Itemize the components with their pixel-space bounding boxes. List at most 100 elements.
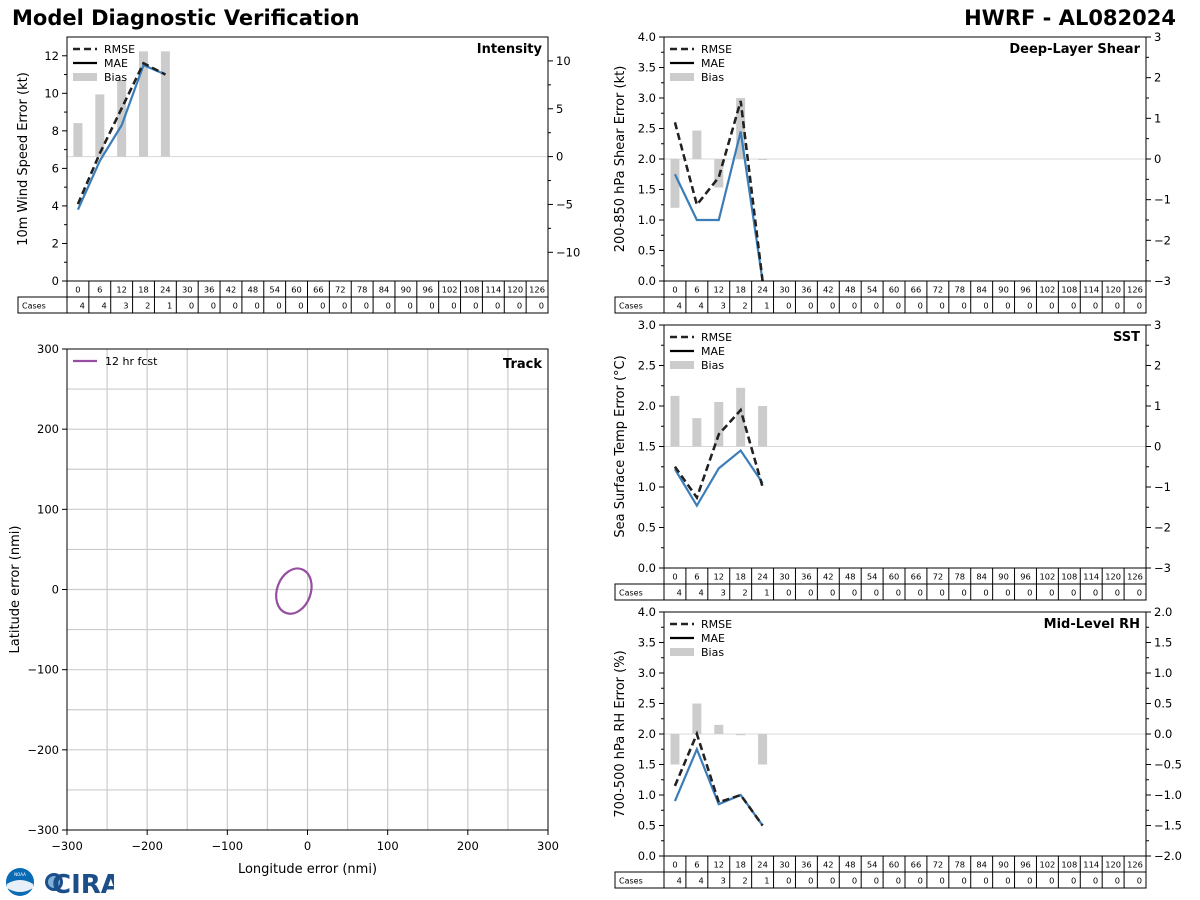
- lead-hour-label: 108: [464, 285, 480, 295]
- lead-hour-label: 120: [1105, 572, 1121, 582]
- legend-rmse-label: RMSE: [701, 331, 732, 344]
- bias-bar: [736, 387, 746, 447]
- lead-hour-label: 18: [735, 860, 746, 870]
- y-tick-label: 2.0: [638, 399, 656, 413]
- panel-title: Deep-Layer Shear: [1009, 42, 1140, 57]
- y2-tick-label: 1.0: [1154, 666, 1172, 680]
- case-count: 0: [874, 876, 879, 886]
- lead-hour-label: 18: [735, 285, 746, 295]
- lead-time-table: Cases04641231822413003604204805406006607…: [614, 280, 1147, 314]
- y2-tick-label: −0.5: [1154, 758, 1182, 772]
- lead-hour-label: 48: [845, 572, 856, 582]
- lead-hour-label: 90: [998, 860, 1009, 870]
- case-count: 0: [1137, 301, 1142, 311]
- cases-label: Cases: [22, 302, 46, 311]
- lead-hour-label: 6: [694, 572, 699, 582]
- lead-hour-label: 54: [867, 572, 878, 582]
- case-count: 1: [764, 876, 769, 886]
- case-count: 0: [1093, 588, 1098, 598]
- rmse-line-top: [673, 100, 764, 282]
- x-tick-label: 100: [377, 839, 399, 853]
- y-tick-label: 0: [52, 274, 59, 288]
- x-tick-label: 0: [304, 839, 311, 853]
- lead-hour-label: 54: [867, 285, 878, 295]
- legend-bias-label: Bias: [701, 71, 724, 84]
- lead-hour-label: 12: [116, 285, 127, 295]
- y2-tick-label: −1: [1154, 480, 1171, 494]
- lead-hour-label: 60: [889, 285, 900, 295]
- rmse-line-top: [673, 730, 764, 827]
- case-count: 0: [1137, 876, 1142, 886]
- case-count: 0: [830, 588, 835, 598]
- y2-tick-label: 1: [1154, 399, 1161, 413]
- case-count: 0: [429, 301, 434, 311]
- lead-hour-label: 60: [889, 860, 900, 870]
- bias-bar: [670, 159, 680, 208]
- lead-hour-label: 114: [485, 285, 501, 295]
- lead-hour-label: 48: [248, 285, 259, 295]
- page-title: Model Diagnostic Verification: [12, 6, 360, 30]
- y2-tick-label: −3: [1154, 274, 1171, 288]
- lead-hour-label: 96: [422, 285, 433, 295]
- legend-mae-label: MAE: [701, 632, 725, 645]
- y-tick-label: 2: [52, 236, 59, 250]
- case-count: 0: [276, 301, 281, 311]
- legend-bias-swatch: [670, 361, 694, 369]
- lead-hour-label: 24: [160, 285, 171, 295]
- lead-hour-label: 126: [1127, 860, 1143, 870]
- y-tick-label: 0.0: [638, 274, 656, 288]
- y2-tick-label: 0: [556, 150, 563, 164]
- x-tick-label: −200: [131, 839, 163, 853]
- lead-time-table: Cases04641231822413003604204805406006607…: [17, 280, 549, 314]
- case-count: 0: [1027, 588, 1032, 598]
- lead-hour-label: 114: [1083, 285, 1099, 295]
- legend-rmse-label: RMSE: [104, 43, 135, 56]
- lead-hour-label: 48: [845, 285, 856, 295]
- y-tick-label: 1.0: [638, 480, 656, 494]
- legend-bias-swatch: [670, 73, 694, 81]
- lead-hour-label: 102: [1039, 860, 1055, 870]
- case-count: 4: [699, 301, 704, 311]
- y2-tick-label: −5: [556, 197, 573, 211]
- y-tick-label: 3.0: [638, 91, 656, 105]
- y-tick-label: 4.0: [638, 30, 656, 44]
- lead-hour-label: 78: [954, 572, 965, 582]
- lead-hour-label: 126: [529, 285, 545, 295]
- lead-hour-label: 0: [672, 572, 677, 582]
- case-count: 0: [517, 301, 522, 311]
- y2-tick-label: −2: [1154, 521, 1171, 535]
- y-tick-label: 0.5: [638, 521, 656, 535]
- rmse-line-top: [76, 61, 166, 205]
- mae-line: [673, 131, 764, 282]
- case-count: 1: [167, 301, 172, 311]
- y-tick-label: 0.0: [638, 849, 656, 863]
- case-count: 4: [101, 301, 106, 311]
- lead-hour-label: 96: [1020, 285, 1031, 295]
- case-count: 0: [364, 301, 369, 311]
- y-tick-label: 2.5: [638, 122, 656, 136]
- legend-bias-swatch: [73, 73, 97, 81]
- lead-hour-label: 108: [1061, 860, 1077, 870]
- y2-tick-label: 3: [1154, 30, 1161, 44]
- panel-title: Track: [503, 357, 542, 372]
- case-count: 0: [1027, 301, 1032, 311]
- lead-hour-label: 48: [845, 860, 856, 870]
- lead-hour-label: 36: [204, 285, 215, 295]
- y-tick-label: 1.0: [638, 213, 656, 227]
- case-count: 1: [764, 301, 769, 311]
- case-count: 0: [1027, 876, 1032, 886]
- lead-hour-label: 24: [757, 285, 768, 295]
- lead-hour-label: 120: [1105, 860, 1121, 870]
- case-count: 0: [874, 301, 879, 311]
- case-count: 0: [211, 301, 216, 311]
- lead-hour-label: 24: [757, 572, 768, 582]
- legend-bias-label: Bias: [701, 646, 724, 659]
- case-count: 0: [1049, 588, 1054, 598]
- y-tick-label: 3.0: [638, 666, 656, 680]
- lead-hour-label: 6: [694, 285, 699, 295]
- case-count: 0: [830, 876, 835, 886]
- rmse-line-top: [673, 407, 764, 501]
- y-tick-label: 3.0: [638, 318, 656, 332]
- y2-tick-label: 2: [1154, 359, 1161, 373]
- case-count: 0: [961, 876, 966, 886]
